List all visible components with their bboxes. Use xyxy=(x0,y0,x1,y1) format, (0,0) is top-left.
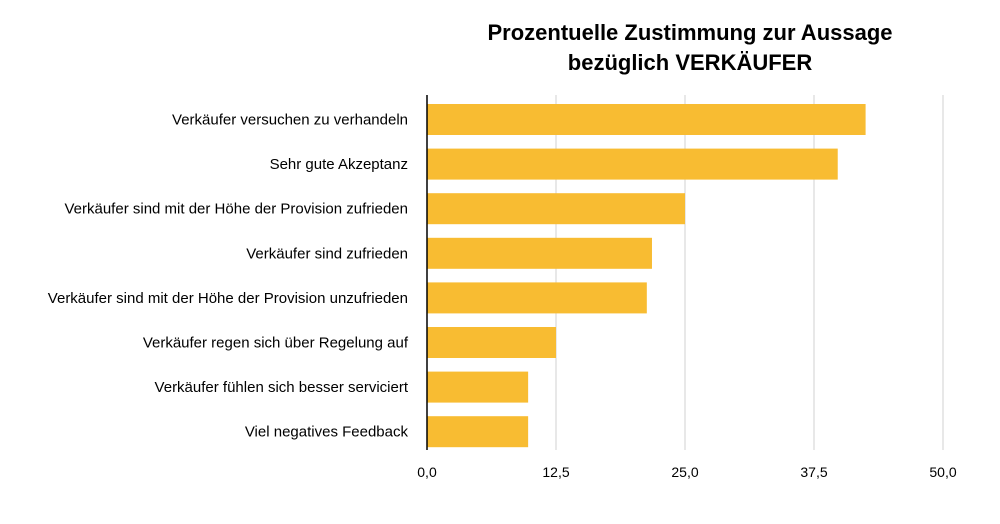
bar xyxy=(427,282,647,314)
category-label: Verkäufer fühlen sich besser serviciert xyxy=(155,379,409,396)
bars xyxy=(427,104,866,448)
category-label: Viel negatives Feedback xyxy=(245,424,409,441)
x-tick-label: 25,0 xyxy=(671,464,698,480)
bar xyxy=(427,237,652,269)
category-label: Verkäufer sind mit der Höhe der Provisio… xyxy=(48,290,408,307)
bar xyxy=(427,327,556,358)
bar xyxy=(427,371,529,403)
x-tick-label: 12,5 xyxy=(542,464,569,480)
gridlines xyxy=(555,95,944,450)
category-labels: Verkäufer versuchen zu verhandeln Sehr gu… xyxy=(48,112,409,441)
category-label: Verkäufer regen sich über Regelung auf xyxy=(143,335,409,352)
x-tick-labels: 0,0 12,5 25,0 37,5 50,0 xyxy=(417,464,957,480)
x-tick-label: 37,5 xyxy=(800,464,827,480)
bar xyxy=(427,416,529,448)
x-tick-label: 0,0 xyxy=(417,464,437,480)
chart-title-line-2: bezüglich VERKÄUFER xyxy=(567,50,813,75)
category-label: Verkäufer sind zufrieden xyxy=(246,245,408,262)
bar xyxy=(427,193,685,225)
bar xyxy=(427,104,866,135)
category-label: Verkäufer versuchen zu verhandeln xyxy=(172,112,408,129)
x-tick-label: 50,0 xyxy=(929,464,956,480)
category-label: Verkäufer sind mit der Höhe der Provisio… xyxy=(64,201,408,218)
chart-title-line-1: Prozentuelle Zustimmung zur Aussage xyxy=(487,20,893,45)
bar xyxy=(427,148,838,180)
category-label: Sehr gute Akzeptanz xyxy=(270,156,408,173)
chart-title: Prozentuelle Zustimmung zur Aussage bezü… xyxy=(420,18,960,78)
